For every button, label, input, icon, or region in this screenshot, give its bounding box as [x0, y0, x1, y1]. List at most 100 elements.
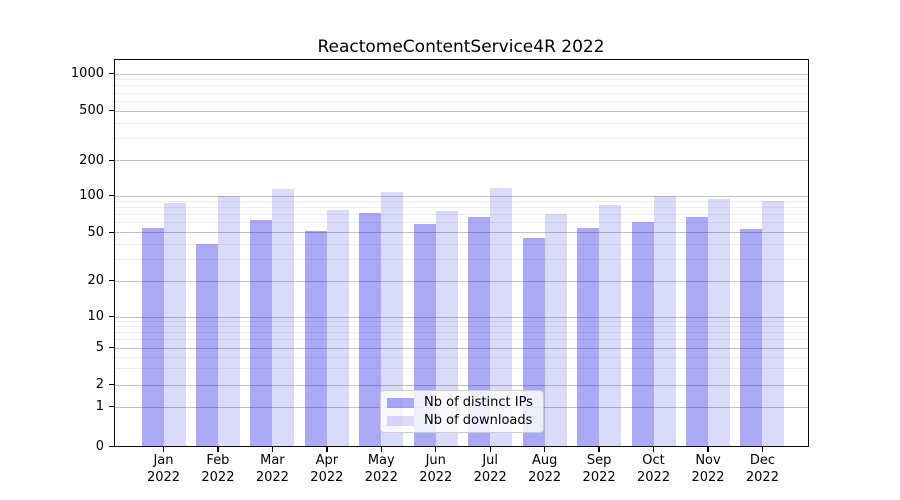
x-tick [707, 447, 709, 452]
chart-title: ReactomeContentService4R 2022 [317, 37, 605, 57]
x-tick-label: Dec 2022 [745, 453, 779, 485]
x-tick-label: Mar 2022 [255, 453, 289, 485]
gridline-major [115, 195, 808, 197]
gridline-minor [115, 243, 808, 245]
gridline-major [115, 347, 808, 349]
bar-distinct-ips [141, 227, 164, 446]
bar-distinct-ips [304, 230, 327, 446]
y-tick-label: 10 [87, 309, 104, 324]
y-tick [109, 110, 114, 112]
bar-distinct-ips [577, 227, 600, 446]
y-tick [109, 159, 114, 161]
y-tick-label: 500 [79, 103, 104, 118]
gridline-major [115, 232, 808, 233]
y-tick [109, 280, 114, 282]
x-tick-label: May 2022 [364, 453, 398, 485]
gridline-major [115, 280, 808, 282]
gridline-minor [115, 85, 808, 87]
x-tick [598, 447, 600, 452]
x-tick [380, 447, 382, 452]
gridline-minor [115, 332, 808, 334]
legend-swatch-distinct-ips [387, 397, 414, 408]
y-tick [109, 316, 114, 318]
x-tick-label: Jan 2022 [146, 453, 181, 485]
gridline-major [115, 73, 808, 75]
x-tick-label: Jul 2022 [473, 453, 507, 485]
gridline-minor [115, 201, 808, 203]
y-tick-label: 1 [95, 399, 104, 414]
bar-distinct-ips [359, 212, 382, 446]
gridline-major [115, 316, 808, 318]
bar-distinct-ips [195, 243, 218, 446]
y-tick [109, 406, 114, 408]
gridline-minor [115, 356, 808, 358]
legend-swatch-downloads [387, 415, 414, 426]
legend-label: Nb of downloads [424, 413, 533, 428]
y-tick-label: 2 [95, 377, 104, 392]
y-tick [109, 73, 114, 75]
bar-downloads [490, 187, 513, 446]
gridline-major [115, 384, 808, 386]
x-tick-label: Aug 2022 [528, 453, 562, 485]
gridline-major [115, 110, 808, 112]
x-tick-label: Sep 2022 [582, 453, 616, 485]
y-tick-label: 20 [87, 273, 104, 288]
y-tick-label: 200 [79, 152, 104, 168]
bar-downloads [708, 198, 730, 446]
gridline-minor [115, 368, 808, 370]
bar-downloads [544, 214, 567, 446]
y-tick [109, 445, 114, 447]
y-tick-label: 5 [95, 340, 104, 355]
x-tick [217, 447, 219, 452]
x-tick [435, 447, 437, 452]
gridline-minor [115, 138, 808, 140]
gridline-minor [115, 207, 808, 209]
legend: Nb of distinct IPs Nb of downloads [380, 390, 544, 433]
bar-distinct-ips [631, 221, 654, 446]
gridline-minor [115, 339, 808, 341]
bar-distinct-ips [740, 228, 763, 446]
gridline-minor [115, 259, 808, 261]
y-tick [109, 384, 114, 386]
gridline-minor [115, 122, 808, 124]
x-tick-label: Feb 2022 [201, 453, 235, 485]
bar-distinct-ips [250, 219, 273, 446]
y-tick [109, 231, 114, 233]
gridline-minor [115, 92, 808, 94]
gridline-minor [115, 214, 808, 216]
legend-item: Nb of distinct IPs [387, 395, 537, 410]
y-tick-label: 1000 [70, 66, 104, 81]
bar-distinct-ips [468, 217, 491, 446]
x-tick-label: Oct 2022 [637, 453, 671, 485]
gridline-major [115, 160, 808, 161]
bar-downloads [599, 204, 622, 446]
bar-downloads [326, 209, 349, 446]
x-tick [162, 447, 165, 452]
bar-downloads [272, 189, 295, 446]
x-tick [489, 447, 491, 452]
x-tick [652, 447, 655, 452]
x-tick-label: Nov 2022 [691, 453, 725, 485]
legend-label: Nb of distinct IPs [424, 395, 533, 410]
y-tick-label: 0 [95, 438, 104, 454]
x-tick [271, 447, 274, 452]
y-tick [109, 195, 114, 197]
x-tick [543, 447, 546, 452]
y-tick [109, 347, 114, 349]
y-tick-label: 100 [79, 188, 104, 203]
x-tick-label: Jun 2022 [419, 453, 453, 485]
legend-item: Nb of downloads [387, 413, 537, 428]
x-tick [761, 447, 764, 452]
y-tick-label: 50 [87, 224, 104, 240]
gridline-minor [115, 321, 808, 323]
x-tick [326, 447, 328, 452]
x-tick-label: Apr 2022 [310, 453, 344, 485]
gridline-minor [115, 79, 808, 81]
bar-distinct-ips [686, 217, 708, 446]
bar-downloads [435, 211, 458, 446]
gridline-minor [115, 100, 808, 102]
bar-downloads [381, 191, 404, 446]
bar-downloads [217, 195, 240, 446]
bar-downloads [653, 195, 676, 446]
